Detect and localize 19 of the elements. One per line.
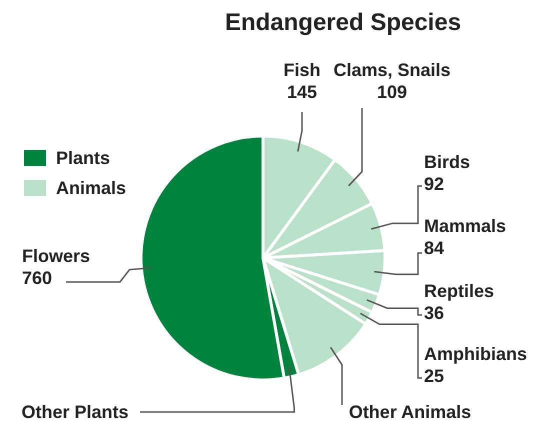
slice-label: Reptiles bbox=[424, 281, 494, 301]
slice-label: Birds bbox=[424, 152, 470, 172]
slice-label: Fish bbox=[283, 60, 321, 80]
data-label: 92 bbox=[424, 174, 444, 194]
data-label: 36 bbox=[424, 303, 444, 323]
data-label: 25 bbox=[424, 366, 444, 386]
text: Animals bbox=[56, 178, 126, 198]
slice-label: Amphibians bbox=[424, 344, 528, 364]
slice-label: Mammals bbox=[424, 216, 506, 236]
data-label: 109 bbox=[376, 82, 408, 102]
data-label: 760 bbox=[22, 268, 52, 288]
data-label: 84 bbox=[424, 238, 444, 258]
data-label: 145 bbox=[286, 82, 318, 102]
slice-label: Clams, Snails bbox=[333, 60, 451, 80]
text: Plants bbox=[56, 148, 110, 168]
slice-label: Other Animals bbox=[348, 402, 472, 422]
slice-label: Flowers bbox=[22, 246, 90, 266]
chart-title: Endangered Species bbox=[224, 9, 462, 36]
slice-label: Other Plants bbox=[21, 402, 129, 422]
